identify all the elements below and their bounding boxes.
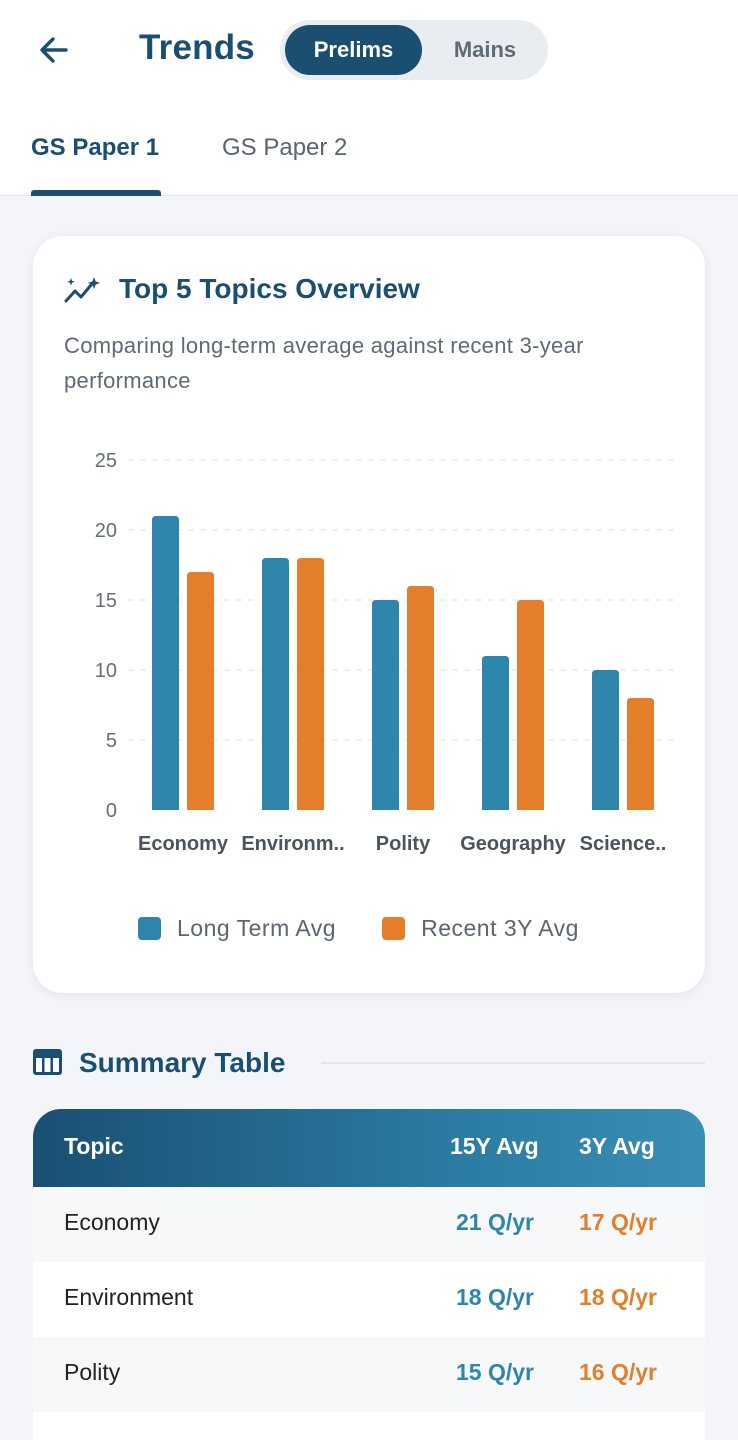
cell-3y-avg: 18 Q/yr: [579, 1284, 657, 1310]
summary-title: Summary Table: [79, 1047, 286, 1078]
exam-segment-control: Prelims Mains: [280, 20, 548, 80]
bar-recent: [627, 698, 654, 810]
legend-label-recent: Recent 3Y Avg: [421, 914, 579, 941]
legend-label-long-term: Long Term Avg: [177, 914, 337, 941]
bar-long-term: [482, 656, 509, 810]
legend-item-long-term: Long Term Avg: [138, 915, 336, 942]
active-tab-indicator: [31, 190, 161, 196]
app-header: Trends Prelims Mains GS Paper 1 GS Paper…: [0, 0, 738, 196]
segment-mains[interactable]: Mains: [453, 37, 517, 62]
cell-15y-avg: 15 Q/yr: [456, 1359, 534, 1385]
cell-15y-avg: 21 Q/yr: [456, 1209, 534, 1235]
tab-gs-paper-2[interactable]: GS Paper 2: [222, 134, 348, 161]
summary-table: Topic 15Y Avg 3Y Avg Economy 21 Q/yr 17 …: [33, 1109, 705, 1440]
tab-gs-paper-1[interactable]: GS Paper 1: [31, 134, 160, 161]
table-row-partial: [33, 1412, 705, 1440]
legend-swatch-long-term: [138, 916, 161, 940]
bar-recent: [407, 586, 434, 810]
bar-long-term: [152, 516, 179, 810]
table-row: Economy 21 Q/yr 17 Q/yr: [33, 1187, 705, 1262]
cell-15y-avg: 18 Q/yr: [456, 1284, 534, 1310]
section-divider: [321, 1062, 705, 1064]
bar-long-term: [592, 670, 619, 810]
cell-3y-avg: 17 Q/yr: [579, 1209, 657, 1235]
x-tick-label: Polity: [376, 833, 431, 855]
cell-topic: Polity: [64, 1359, 121, 1385]
y-tick-label: 20: [95, 520, 117, 542]
bar-long-term: [262, 558, 289, 810]
table-row: Polity 15 Q/yr 16 Q/yr: [33, 1337, 705, 1412]
trend-sparkle-icon: [64, 277, 100, 303]
table-row: Environment 18 Q/yr 18 Q/yr: [33, 1262, 705, 1337]
bar-recent: [187, 572, 214, 810]
summary-section-header: Summary Table: [33, 1043, 705, 1083]
x-tick-label: Geography: [460, 833, 566, 855]
topics-bar-chart: 0 5 10 15 20 25 Economy Environm.. Polity Geograp…: [95, 450, 678, 855]
y-tick-label: 0: [106, 800, 117, 822]
column-header-3y-avg: 3Y Avg: [579, 1133, 655, 1159]
cell-topic: Economy: [64, 1209, 160, 1235]
x-tick-label: Environm..: [241, 833, 344, 855]
y-tick-label: 15: [95, 590, 117, 612]
bar-long-term: [372, 600, 399, 810]
overview-title: Top 5 Topics Overview: [119, 273, 420, 304]
y-tick-label: 10: [95, 660, 117, 682]
column-header-topic: Topic: [64, 1133, 124, 1159]
x-tick-label: Science..: [580, 833, 667, 855]
legend-item-recent: Recent 3Y Avg: [382, 915, 579, 942]
legend-swatch-recent: [382, 916, 406, 940]
back-button[interactable]: [30, 26, 78, 74]
chart-legend: Long Term Avg Recent 3Y Avg: [138, 912, 625, 944]
y-tick-label: 25: [95, 450, 117, 472]
column-header-15y-avg: 15Y Avg: [450, 1133, 539, 1159]
bar-recent: [517, 600, 544, 810]
x-tick-label: Economy: [138, 833, 229, 855]
segment-prelims[interactable]: Prelims: [285, 25, 422, 75]
page-title: Trends: [139, 28, 255, 67]
arrow-left-icon: [40, 37, 68, 63]
table-header-row: Topic 15Y Avg 3Y Avg: [33, 1109, 705, 1187]
cell-3y-avg: 16 Q/yr: [579, 1359, 657, 1385]
table-icon: [33, 1049, 62, 1075]
y-tick-label: 5: [106, 730, 117, 752]
overview-subtitle: Comparing long-term average against rece…: [64, 333, 584, 393]
bar-recent: [297, 558, 324, 810]
cell-topic: Environment: [64, 1284, 194, 1310]
top-topics-card: Top 5 Topics Overview Comparing long-ter…: [33, 236, 705, 993]
